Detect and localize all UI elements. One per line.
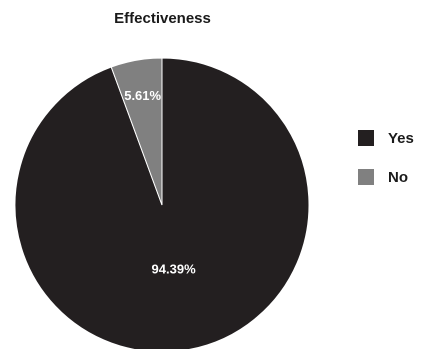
pie-slices bbox=[14, 57, 310, 349]
chart-title: Effectiveness bbox=[114, 10, 211, 27]
pie-slice-no bbox=[110, 57, 163, 206]
legend-label-yes: Yes bbox=[388, 129, 414, 147]
legend-item-yes: Yes bbox=[358, 128, 414, 148]
legend-item-no: No bbox=[358, 167, 414, 187]
pie-label-no: 5.61% bbox=[124, 88, 161, 103]
legend-swatch-no bbox=[358, 169, 374, 185]
legend-swatch-yes bbox=[358, 130, 374, 146]
legend-label-no: No bbox=[388, 168, 408, 186]
pie-labels: 94.39% 5.61% bbox=[124, 88, 196, 277]
legend: Yes No bbox=[358, 128, 414, 206]
pie-label-yes: 94.39% bbox=[152, 262, 197, 277]
